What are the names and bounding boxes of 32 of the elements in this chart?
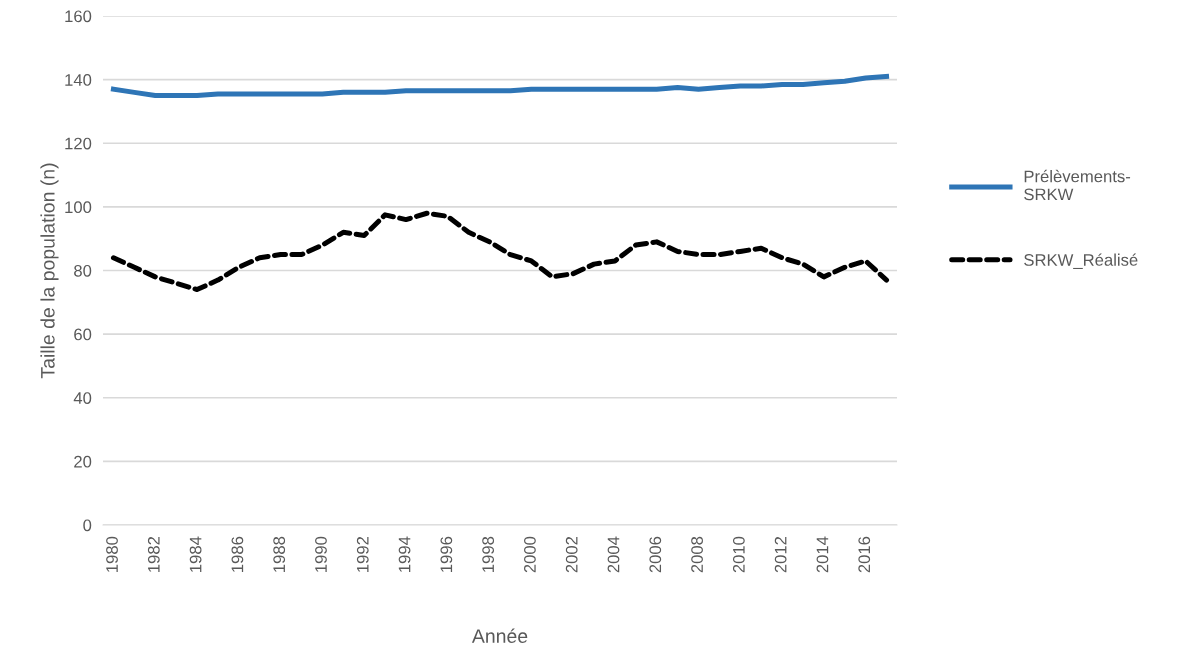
y-axis-title: Taille de la population (n) [40,163,59,379]
x-tick-label: 2004 [607,536,620,573]
x-tick-label: 1988 [273,536,286,572]
x-tick-label: 2008 [691,536,703,573]
x-tick-label: 1980 [106,536,118,572]
legend-label: Prélèvements-SRKW [1024,169,1131,201]
x-tick-label: 1982 [147,536,160,572]
x-tick-label: 2012 [774,536,787,573]
x-tick-label: 2000 [524,536,536,573]
y-tick-label: 100 [65,201,92,214]
y-tick-label: 60 [74,328,92,341]
y-tick-label: 80 [74,264,92,277]
x-tick-label: 1986 [231,536,244,572]
x-tick-label: 2002 [565,536,578,573]
x-tick-label: 2006 [649,536,662,573]
y-tick-label: 40 [73,392,92,404]
x-tick-label: 2014 [816,536,829,573]
x-tick-label: 2016 [858,536,871,573]
x-tick-label: 2010 [732,536,745,573]
x-tick-label: 1992 [356,536,369,572]
y-tick-label: 120 [65,137,92,150]
x-tick-label: 1998 [482,536,495,572]
legend-label: SRKW_Réalisé [1024,253,1138,269]
y-tick-label: 0 [83,519,92,532]
y-tick-label: 140 [65,74,92,86]
y-tick-label: 160 [65,10,92,23]
x-axis-title: Année [471,628,528,644]
x-tick-label: 1990 [315,536,327,572]
x-tick-label: 1994 [398,536,411,572]
x-tick-label: 1996 [440,536,453,572]
x-tick-label: 1984 [189,536,202,572]
y-tick-label: 20 [74,455,92,468]
